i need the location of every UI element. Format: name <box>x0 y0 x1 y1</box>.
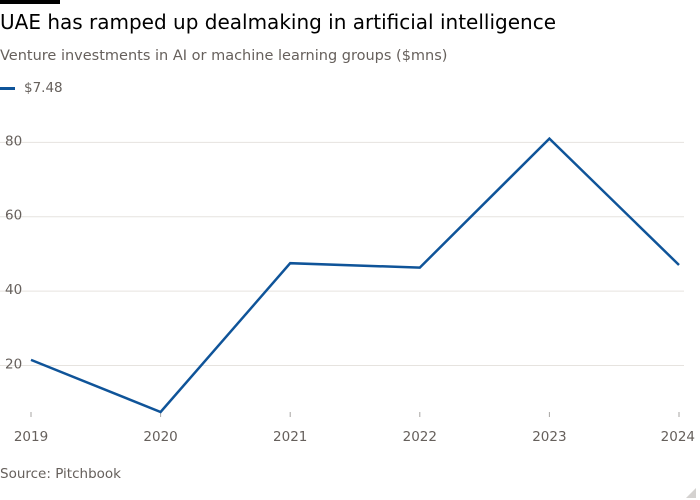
y-tick-label: 60 <box>5 208 22 224</box>
legend-swatch <box>0 86 15 90</box>
legend-label: $7.48 <box>24 80 63 96</box>
x-tick-label: 2023 <box>532 429 566 445</box>
y-tick-label: 40 <box>5 282 22 298</box>
y-tick-label: 80 <box>5 133 22 149</box>
chart-title: UAE has ramped up dealmaking in artifici… <box>0 10 556 34</box>
x-tick-label: 2020 <box>143 429 177 445</box>
chart-subtitle: Venture investments in AI or machine lea… <box>0 48 448 64</box>
title-accent-bar <box>0 0 60 4</box>
x-tick-label: 2022 <box>403 429 437 445</box>
source-note: Source: Pitchbook <box>0 466 121 482</box>
x-tick-label: 2019 <box>14 429 48 445</box>
legend: $7.48 <box>0 80 63 96</box>
corner-resize-icon <box>686 488 696 498</box>
line-chart: 20 40 60 80 2019 2020 2021 2022 2023 2024 <box>0 133 695 445</box>
x-tick-label: 2024 <box>661 429 695 445</box>
y-tick-label: 20 <box>5 356 22 372</box>
series-line <box>30 136 680 414</box>
x-tick-label: 2021 <box>273 429 307 445</box>
